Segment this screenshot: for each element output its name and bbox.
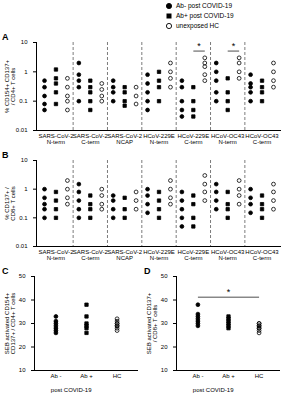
html-text:C: C bbox=[2, 266, 9, 276]
svg-text:0.01: 0.01 bbox=[16, 127, 28, 133]
svg-text:% CD154+ CD137+/ CD4+ T cells: % CD154+ CD137+/ CD4+ T cells bbox=[4, 59, 16, 113]
svg-text:0.1: 0.1 bbox=[19, 98, 28, 104]
svg-text:50: 50 bbox=[161, 273, 168, 279]
svg-text:Ab -: Ab - bbox=[50, 373, 61, 379]
html-text:A: A bbox=[2, 32, 9, 42]
svg-text:10: 10 bbox=[21, 157, 28, 163]
svg-text:post COVID-19: post COVID-19 bbox=[51, 387, 92, 393]
svg-text:Ab +: Ab + bbox=[222, 373, 235, 379]
svg-text:50: 50 bbox=[19, 273, 26, 279]
svg-text:10: 10 bbox=[161, 367, 168, 373]
svg-text:HC: HC bbox=[113, 373, 122, 379]
svg-text:1: 1 bbox=[24, 69, 28, 75]
svg-text:*: * bbox=[197, 41, 201, 51]
svg-text:SARS-CoV-2C-term: SARS-CoV-2C-term bbox=[73, 133, 109, 145]
svg-text:0.01: 0.01 bbox=[16, 243, 28, 249]
html-text:Ab+ post COVID-19: Ab+ post COVID-19 bbox=[176, 12, 234, 19]
svg-text:30: 30 bbox=[161, 320, 168, 326]
svg-text:*: * bbox=[227, 287, 231, 297]
svg-text:HCoV-229EC-term: HCoV-229EC-term bbox=[178, 133, 210, 145]
svg-text:20: 20 bbox=[19, 344, 26, 350]
svg-text:Ab -: Ab - bbox=[192, 373, 203, 379]
svg-text:20: 20 bbox=[161, 344, 168, 350]
svg-text:Ab +: Ab + bbox=[80, 373, 93, 379]
svg-text:40: 40 bbox=[19, 297, 26, 303]
svg-text:% CD137+ /CD8+ T cells: % CD137+ /CD8+ T cells bbox=[4, 186, 16, 220]
svg-text:SEB activated CD154+CD137+ / C: SEB activated CD154+CD137+ / CD4+ T cell… bbox=[4, 292, 16, 354]
svg-text:1: 1 bbox=[24, 186, 28, 192]
svg-text:10: 10 bbox=[21, 39, 28, 45]
svg-text:0.1: 0.1 bbox=[19, 215, 28, 221]
svg-text:SARS-CoV-2NCAP: SARS-CoV-2NCAP bbox=[107, 133, 143, 145]
svg-text:HCoV-229EN-term: HCoV-229EN-term bbox=[143, 249, 175, 261]
svg-text:SARS-CoV-2N-term: SARS-CoV-2N-term bbox=[38, 133, 74, 145]
html-text:B: B bbox=[2, 150, 9, 160]
svg-text:SEB activated CD137+/ CD8+ T c: SEB activated CD137+/ CD8+ T cells bbox=[146, 292, 158, 354]
svg-text:HCoV-OC43C-term: HCoV-OC43C-term bbox=[245, 133, 279, 145]
svg-text:HCoV-OC43N-term: HCoV-OC43N-term bbox=[211, 249, 245, 261]
svg-text:SARS-CoV-2NCAP: SARS-CoV-2NCAP bbox=[107, 249, 143, 261]
html-text:Ab- post COVID-19: Ab- post COVID-19 bbox=[176, 2, 232, 9]
svg-text:30: 30 bbox=[19, 320, 26, 326]
svg-text:HC: HC bbox=[255, 373, 264, 379]
svg-text:SARS-CoV-2N-term: SARS-CoV-2N-term bbox=[38, 249, 74, 261]
html-text:D: D bbox=[144, 266, 151, 276]
svg-text:40: 40 bbox=[161, 297, 168, 303]
svg-text:SARS-CoV-2C-term: SARS-CoV-2C-term bbox=[73, 249, 109, 261]
svg-text:10: 10 bbox=[19, 367, 26, 373]
svg-text:*: * bbox=[232, 41, 236, 51]
svg-text:HCoV-229EN-term: HCoV-229EN-term bbox=[143, 133, 175, 145]
html-text:unexposed HC: unexposed HC bbox=[176, 22, 219, 29]
svg-text:HCoV-OC43N-term: HCoV-OC43N-term bbox=[211, 133, 245, 145]
svg-text:HCoV-OC43C-term: HCoV-OC43C-term bbox=[245, 249, 279, 261]
svg-text:HCoV-229EC-term: HCoV-229EC-term bbox=[178, 249, 210, 261]
svg-text:post COVID-19: post COVID-19 bbox=[193, 387, 234, 393]
